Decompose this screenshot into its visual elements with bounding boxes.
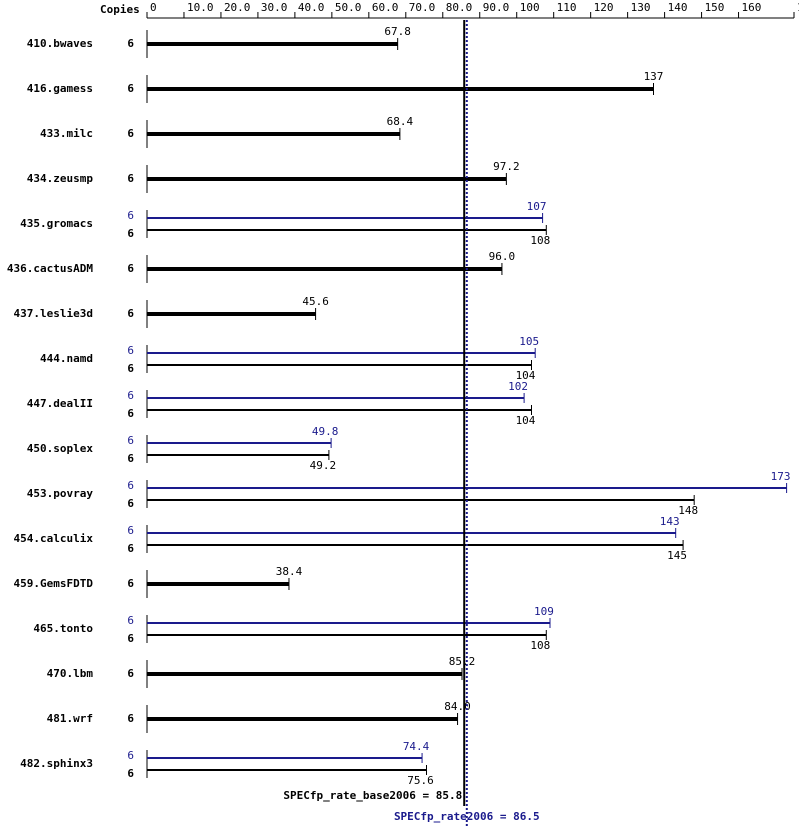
value-label: 97.2: [493, 160, 520, 173]
peak-value-label: 102: [508, 380, 528, 393]
peak-copies: 6: [127, 749, 134, 762]
benchmark-name: 433.milc: [40, 127, 93, 140]
benchmark-name: 482.sphinx3: [20, 757, 93, 770]
value-label: 45.6: [302, 295, 329, 308]
copies: 6: [127, 577, 134, 590]
base-value-label: 108: [530, 234, 550, 247]
benchmark-name: 470.lbm: [47, 667, 94, 680]
x-tick-label: 30.0: [261, 1, 288, 14]
peak-copies: 6: [127, 524, 134, 537]
peak-value-label: 105: [519, 335, 539, 348]
base-copies: 6: [127, 407, 134, 420]
x-tick-label: 60.0: [372, 1, 399, 14]
benchmark-name: 410.bwaves: [27, 37, 93, 50]
value-label: 68.4: [387, 115, 414, 128]
base-value-label: 49.2: [310, 459, 337, 472]
x-tick-label: 140: [668, 1, 688, 14]
value-label: 85.2: [449, 655, 476, 668]
benchmark-name: 437.leslie3d: [14, 307, 93, 320]
peak-copies: 6: [127, 209, 134, 222]
x-tick-label: 40.0: [298, 1, 325, 14]
base-value-label: 75.6: [407, 774, 434, 787]
copies: 6: [127, 667, 134, 680]
x-tick-label: 80.0: [446, 1, 473, 14]
base-copies: 6: [127, 227, 134, 240]
benchmark-name: 453.povray: [27, 487, 94, 500]
x-tick-label: 0: [150, 1, 157, 14]
x-tick-label: 90.0: [483, 1, 510, 14]
x-tick-label: 100: [520, 1, 540, 14]
x-tick-label: 110: [557, 1, 577, 14]
copies: 6: [127, 127, 134, 140]
base-value-label: 108: [530, 639, 550, 652]
base-value-label: 145: [667, 549, 687, 562]
peak-value-label: 107: [527, 200, 547, 213]
peak-value-label: 143: [660, 515, 680, 528]
benchmark-name: 450.soplex: [27, 442, 94, 455]
peak-value-label: 173: [771, 470, 791, 483]
base-copies: 6: [127, 767, 134, 780]
copies-header: Copies: [100, 3, 140, 16]
value-label: 67.8: [384, 25, 411, 38]
x-tick-label: 150: [705, 1, 725, 14]
benchmark-name: 444.namd: [40, 352, 93, 365]
peak-value-label: 74.4: [403, 740, 430, 753]
base-value-label: 104: [516, 414, 536, 427]
peak-value-label: 109: [534, 605, 554, 618]
base-copies: 6: [127, 452, 134, 465]
x-tick-label: 120: [594, 1, 614, 14]
benchmark-name: 454.calculix: [14, 532, 94, 545]
benchmark-name: 447.dealII: [27, 397, 93, 410]
x-tick-label: 50.0: [335, 1, 362, 14]
base-copies: 6: [127, 542, 134, 555]
peak-copies: 6: [127, 479, 134, 492]
benchmark-name: 481.wrf: [47, 712, 93, 725]
copies: 6: [127, 307, 134, 320]
benchmark-name: 436.cactusADM: [7, 262, 93, 275]
base-copies: 6: [127, 497, 134, 510]
benchmark-name: 416.gamess: [27, 82, 93, 95]
base-value-label: 148: [678, 504, 698, 517]
benchmark-name: 465.tonto: [33, 622, 93, 635]
peak-value-label: 49.8: [312, 425, 339, 438]
value-label: 137: [644, 70, 664, 83]
base-copies: 6: [127, 362, 134, 375]
base-value-label: 104: [516, 369, 536, 382]
peak-summary-label: SPECfp_rate2006 = 86.5: [394, 810, 540, 823]
x-tick-label: 10.0: [187, 1, 214, 14]
peak-copies: 6: [127, 434, 134, 447]
benchmark-name: 459.GemsFDTD: [14, 577, 94, 590]
x-tick-label: 70.0: [409, 1, 436, 14]
copies: 6: [127, 37, 134, 50]
base-summary-label: SPECfp_rate_base2006 = 85.8: [283, 789, 462, 802]
copies: 6: [127, 712, 134, 725]
peak-copies: 6: [127, 614, 134, 627]
benchmark-name: 435.gromacs: [20, 217, 93, 230]
x-tick-label: 160: [742, 1, 762, 14]
peak-copies: 6: [127, 389, 134, 402]
value-label: 96.0: [489, 250, 516, 263]
copies: 6: [127, 172, 134, 185]
copies: 6: [127, 262, 134, 275]
benchmark-name: 434.zeusmp: [27, 172, 94, 185]
copies: 6: [127, 82, 134, 95]
base-copies: 6: [127, 632, 134, 645]
x-tick-label: 130: [631, 1, 651, 14]
value-label: 38.4: [276, 565, 303, 578]
peak-copies: 6: [127, 344, 134, 357]
x-tick-label: 175: [797, 1, 799, 14]
x-tick-label: 20.0: [224, 1, 251, 14]
